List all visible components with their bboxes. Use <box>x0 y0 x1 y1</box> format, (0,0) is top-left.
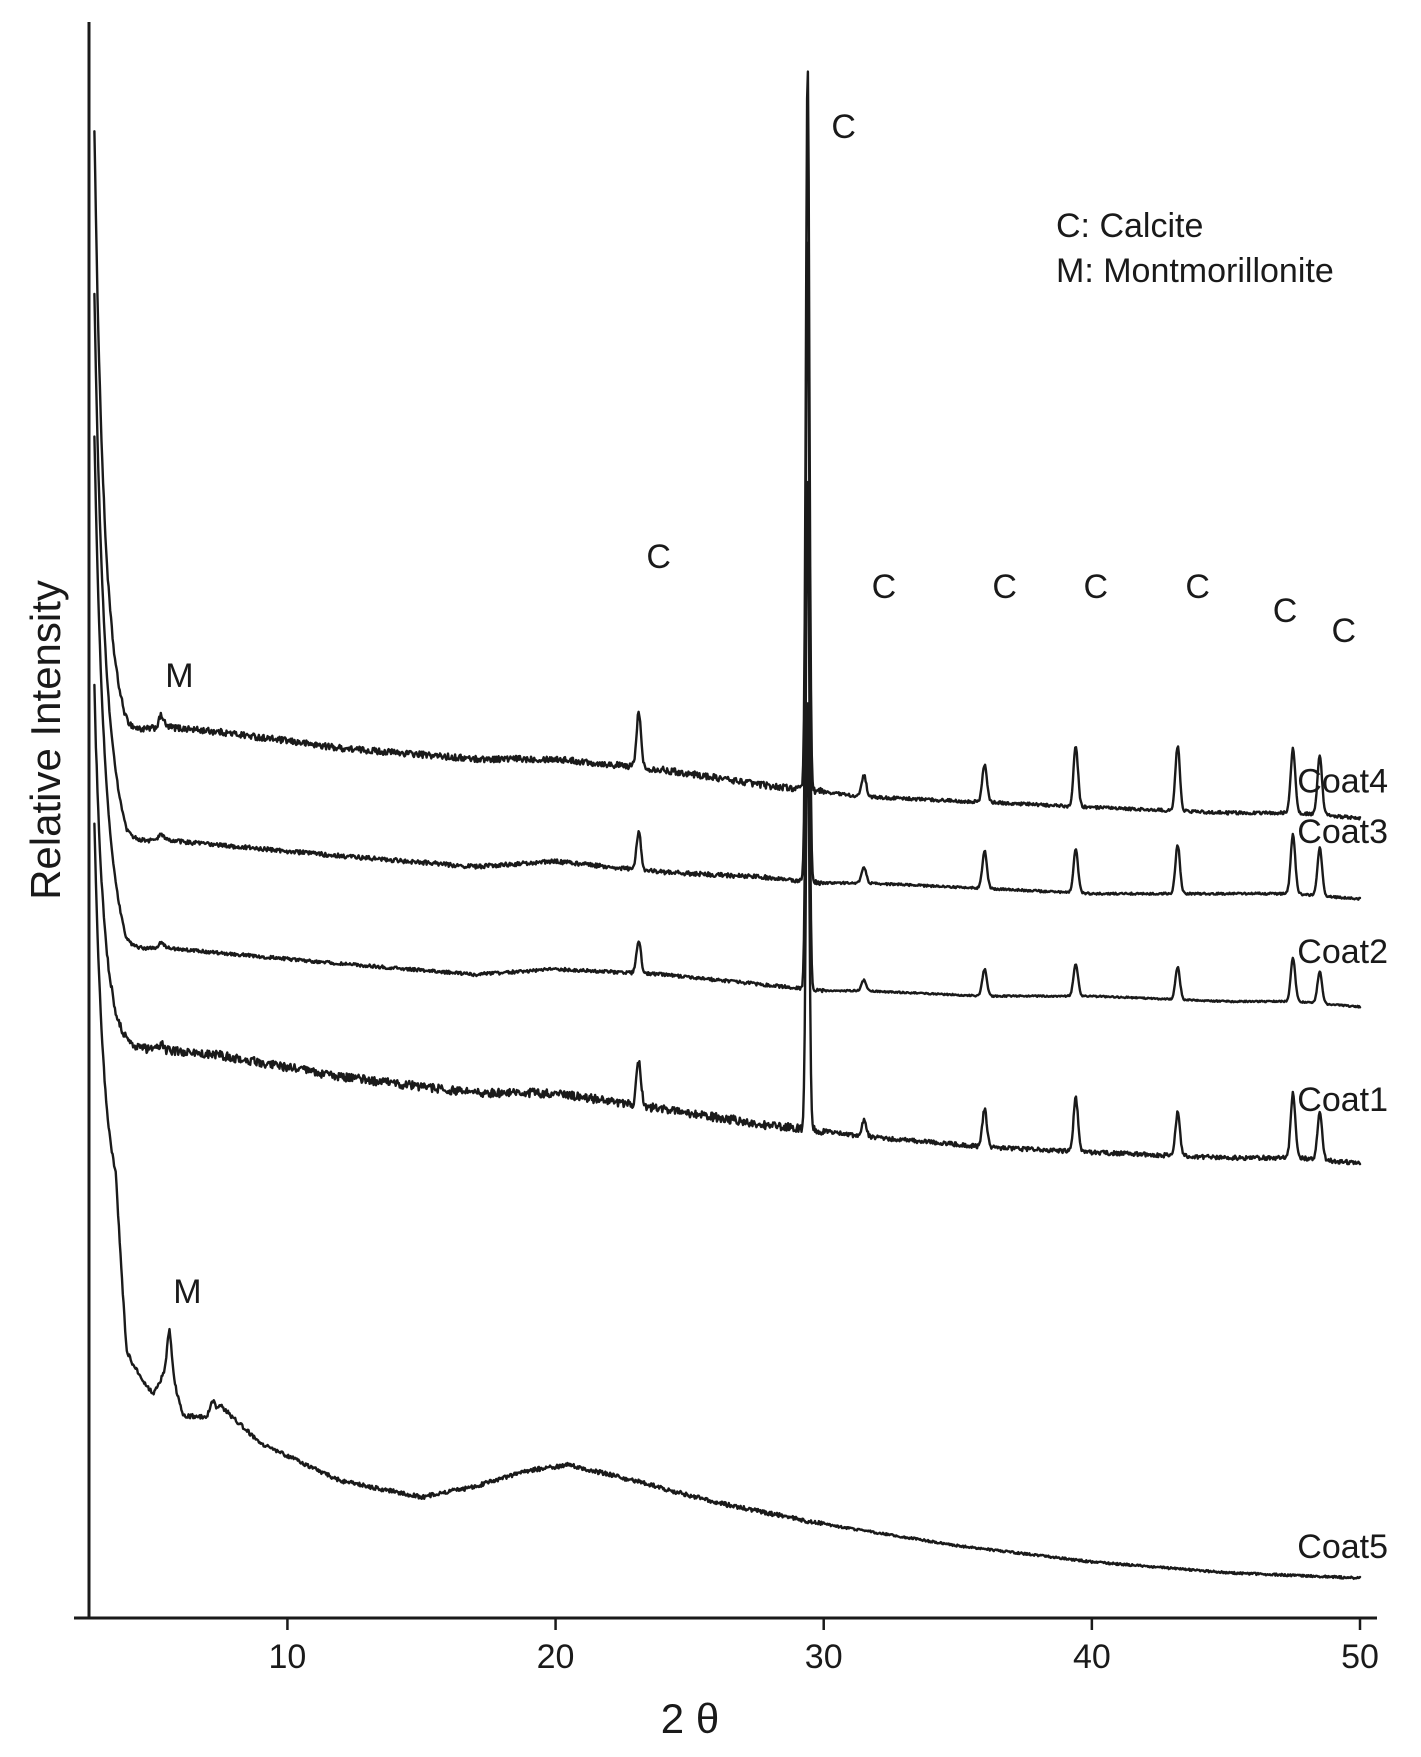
series-line-coat4 <box>93 70 1362 821</box>
peak-annotation: C <box>646 538 671 576</box>
legend-entry-montmorillonite: M: Montmorillonite <box>1056 252 1334 290</box>
peak-annotation: C <box>1185 568 1210 606</box>
peak-annotation: C <box>1084 568 1109 606</box>
peak-annotation: C <box>831 108 856 146</box>
series-layer <box>93 70 1362 1580</box>
series-label-coat3: Coat3 <box>1297 813 1388 851</box>
peak-annotation: C <box>872 568 897 606</box>
series-label-layer: Coat4 Coat3 Coat2 Coat1 Coat5 <box>1297 762 1388 1566</box>
x-tick-label: 50 <box>1341 1638 1379 1676</box>
series-label-coat5: Coat5 <box>1297 1528 1388 1566</box>
x-tick-label: 10 <box>269 1638 307 1676</box>
peak-annotation: M <box>165 657 193 695</box>
series-line-coat3 <box>93 241 1362 901</box>
peak-annotation: C <box>992 568 1017 606</box>
x-tick-label: 20 <box>537 1638 575 1676</box>
x-ticks: 10 20 30 40 50 <box>269 1618 1379 1676</box>
x-tick-label: 30 <box>805 1638 843 1676</box>
legend-entry-calcite: C: Calcite <box>1056 207 1203 245</box>
peak-annotation: C <box>1332 612 1357 650</box>
peak-annotation: C <box>1273 592 1298 630</box>
y-axis-title: Relative Intensity <box>22 580 69 900</box>
series-label-coat1: Coat1 <box>1297 1081 1388 1119</box>
series-label-coat4: Coat4 <box>1297 762 1388 800</box>
legend: C: Calcite M: Montmorillonite <box>1056 207 1334 290</box>
x-axis-title: 2 θ <box>661 1695 719 1742</box>
series-line-coat2 <box>93 435 1362 1009</box>
x-tick-label: 40 <box>1073 1638 1111 1676</box>
peak-annotation: M <box>173 1273 201 1311</box>
series-line-coat1 <box>93 683 1362 1166</box>
series-label-coat2: Coat2 <box>1297 933 1388 971</box>
series-line-coat5 <box>93 822 1362 1580</box>
